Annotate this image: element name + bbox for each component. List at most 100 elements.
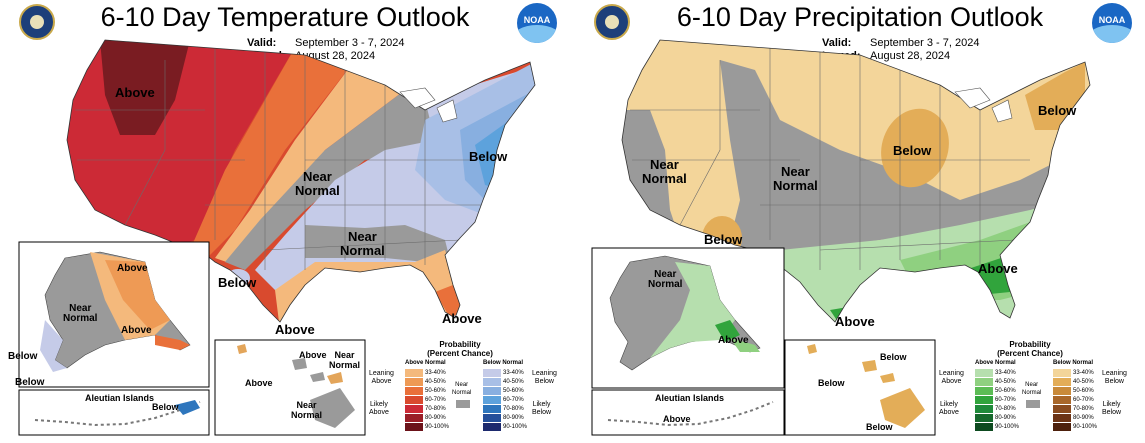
alaska-above-33 xyxy=(650,262,735,358)
temperature-legend-above-head: Above Normal xyxy=(405,360,446,366)
aleutian-chain xyxy=(607,401,774,427)
label-ak-near-normal: Near Normal xyxy=(648,269,683,290)
temperature-legend-below-range: 90-100% xyxy=(503,424,528,430)
precipitation-legend-near-normal: Near Normal xyxy=(1022,382,1042,396)
precipitation-legend-above-swatch xyxy=(975,405,993,413)
noaa-logo-icon: NOAA xyxy=(517,3,557,43)
precipitation-legend-above-range: 50-60% xyxy=(995,388,1016,394)
label-aleutian: Aleutian Islands xyxy=(655,393,725,403)
temperature-legend-above-swatch xyxy=(405,378,423,386)
precipitation-legend-below-range: 60-70% xyxy=(1073,397,1094,403)
above-33-region xyxy=(215,60,405,265)
commerce-seal-icon xyxy=(594,4,630,40)
temperature-map xyxy=(18,39,536,436)
label-hi-near-normal-1: Near Normal xyxy=(329,350,361,370)
temperature-legend-above-swatch xyxy=(405,405,423,413)
hawaii-kauai xyxy=(237,344,247,354)
aleutian-chain xyxy=(34,401,201,427)
temperature-outlook-panel: 6-10 Day Temperature Outlook NOAA Valid:… xyxy=(5,0,565,443)
precipitation-legend-likely-above: Likely Above xyxy=(939,401,959,416)
alaska-panhandle-above xyxy=(730,338,760,352)
near-normal-central-region xyxy=(720,60,1090,260)
precipitation-legend-title: Probability (Percent Chance) xyxy=(997,340,1063,358)
temperature-legend-below-swatch xyxy=(483,396,501,404)
temperature-legend-below-range: 33-40% xyxy=(503,370,524,376)
label-ak-below-1: Below xyxy=(8,351,38,362)
precipitation-map xyxy=(591,39,1091,436)
temperature-legend-above-swatch xyxy=(405,369,423,377)
label-aleutian-below: Below xyxy=(152,402,179,412)
precipitation-legend-below-swatch xyxy=(1053,378,1071,386)
aleutian-inset-frame xyxy=(591,389,785,436)
label-above-fl: Above xyxy=(835,314,875,329)
temperature-legend-below-range: 40-50% xyxy=(503,379,524,385)
precipitation-legend-below-swatch xyxy=(1053,405,1071,413)
temperature-legend-below-swatch xyxy=(483,414,501,422)
precipitation-legend-below-swatch xyxy=(1053,414,1071,422)
precipitation-legend-above-range: 90-100% xyxy=(995,424,1020,430)
precipitation-outlook-panel: 6-10 Day Precipitation Outlook NOAA Vali… xyxy=(580,0,1140,443)
precipitation-legend-above-swatch xyxy=(975,378,993,386)
precipitation-legend-below-range: 90-100% xyxy=(1073,424,1098,430)
temperature-legend-above-range: 33-40% xyxy=(425,370,446,376)
label-above-south: Above xyxy=(275,322,315,337)
above-80-region xyxy=(100,40,190,135)
precipitation-legend-above-swatch xyxy=(975,369,993,377)
label-hi-near-normal-2: Near Normal xyxy=(291,400,323,420)
label-hi-below-2: Below xyxy=(880,352,907,362)
label-near-normal-2: Near Normal xyxy=(340,229,385,258)
commerce-seal-icon xyxy=(19,4,55,40)
temperature-legend-likely-above: Likely Above xyxy=(369,401,389,416)
hawaii-molokai xyxy=(327,372,343,384)
state-boundaries xyxy=(630,40,1040,270)
label-ak-near-normal: Near Normal xyxy=(63,303,98,324)
noaa-logo-icon: NOAA xyxy=(1092,3,1132,43)
aleutian-below-region xyxy=(175,400,200,415)
temperature-legend-below-swatch xyxy=(483,387,501,395)
temperature-legend-above-range: 50-60% xyxy=(425,388,446,394)
label-below-tx: Below xyxy=(218,275,257,290)
temperature-legend-below-swatch xyxy=(483,405,501,413)
precipitation-legend-below-swatch xyxy=(1053,423,1071,431)
temperature-legend-below-range: 50-60% xyxy=(503,388,524,394)
precipitation-legend-likely-below: Likely Below xyxy=(1102,401,1122,416)
precipitation-legend-below-range: 70-80% xyxy=(1073,406,1094,412)
precipitation-legend-above-swatch xyxy=(975,396,993,404)
precipitation-legend-above-head: Above Normal xyxy=(975,360,1016,366)
alaska-below-region xyxy=(40,320,67,372)
below-mw-region xyxy=(881,108,949,188)
precipitation-legend-above-swatch xyxy=(975,414,993,422)
hawaii-big-island xyxy=(310,388,355,428)
precipitation-legend-above-range: 40-50% xyxy=(995,379,1016,385)
hawaii-kauai xyxy=(807,344,817,354)
near-normal-region xyxy=(225,90,475,270)
above-50-region xyxy=(190,40,355,260)
temperature-legend-leaning-above: Leaning Above xyxy=(369,370,394,385)
precipitation-legend-above-range: 80-90% xyxy=(995,415,1016,421)
temperature-legend-above-swatch xyxy=(405,414,423,422)
precipitation-legend-above-range: 33-40% xyxy=(995,370,1016,376)
precipitation-legend-below-range: 50-60% xyxy=(1073,388,1094,394)
precipitation-legend-above-range: 70-80% xyxy=(995,406,1016,412)
label-aleutian: Aleutian Islands xyxy=(85,393,155,403)
label-above-se: Above xyxy=(978,261,1018,276)
temperature-legend-above-swatch xyxy=(405,423,423,431)
precipitation-legend-leaning-below: Leaning Below xyxy=(1102,370,1127,385)
label-near-normal-west: Near Normal xyxy=(642,157,687,186)
label-ak-above-1: Above xyxy=(117,263,148,274)
alaska-above-40 xyxy=(105,260,170,330)
near-normal-south-region xyxy=(305,225,450,262)
label-near-normal-central: Near Normal xyxy=(773,164,818,193)
precipitation-legend-below-range: 40-50% xyxy=(1073,379,1094,385)
precipitation-legend-below-range: 80-90% xyxy=(1073,415,1094,421)
label-above-fl: Above xyxy=(442,311,482,326)
temperature-legend-below-range: 80-90% xyxy=(503,415,524,421)
temperature-legend-below-range: 70-80% xyxy=(503,406,524,412)
label-ak-below-2: Below xyxy=(15,377,45,388)
label-near-normal-1: Near Normal xyxy=(295,169,340,198)
temperature-legend-above-range: 90-100% xyxy=(425,424,450,430)
temperature-legend-below-swatch xyxy=(483,423,501,431)
temperature-legend-above-range: 60-70% xyxy=(425,397,446,403)
label-hi-above-1: Above xyxy=(245,378,273,388)
temperature-legend-below-range: 60-70% xyxy=(503,397,524,403)
